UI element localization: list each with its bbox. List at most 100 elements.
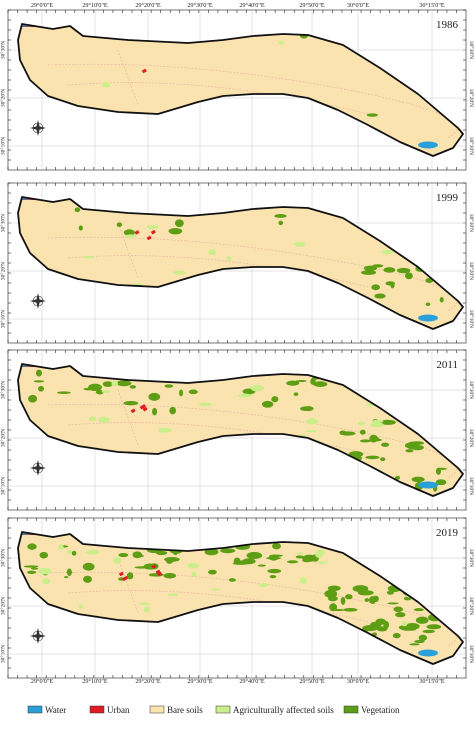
study-area-boundary: [17, 23, 464, 157]
legend-label-bare: Bare soils: [167, 705, 203, 715]
vegetation-patch: [257, 564, 266, 567]
vegetation-patch: [188, 389, 198, 395]
vegetation-patch: [360, 270, 377, 275]
agri-soil-patch: [226, 256, 232, 262]
vegetation-patch: [204, 548, 219, 556]
agri-soil-patch: [381, 249, 394, 255]
urban-block: [134, 230, 140, 235]
vegetation-patch: [348, 451, 364, 458]
road-line: [117, 49, 139, 106]
vegetation-patch: [169, 406, 177, 415]
vegetation-patch: [425, 302, 431, 306]
latitude-label-left: 30°30'N: [0, 41, 7, 59]
vegetation-patch: [404, 272, 413, 280]
agri-soil-patch: [143, 606, 150, 613]
longitude-label-bottom: 29°0'0"E: [31, 678, 53, 685]
longitude-label-top: 29°50'0"E: [299, 2, 325, 9]
agri-soil-patch: [167, 593, 179, 596]
urban-block: [155, 569, 161, 575]
longitude-label-bottom: 30°15'0"E: [419, 678, 445, 685]
vegetation-patch: [63, 576, 69, 579]
longitude-label-top: 29°30'0"E: [187, 2, 213, 9]
year-label: 1999: [436, 192, 459, 204]
vegetation-patch: [426, 624, 442, 630]
longitude-label-bottom: 30°0'0"E: [347, 678, 369, 685]
north-arrow-icon: [30, 293, 46, 309]
map-panel-2011: 30°30'N 30°30'N 30°20'N 30°20'N 30°10'N 30°10…: [0, 349, 474, 511]
vegetation-patch: [102, 381, 113, 387]
top-longitude-labels: 29°0'0"E 29°10'0"E 29°20'0"E 29°30'0"E 29°40…: [31, 2, 445, 9]
agri-soil-patch: [305, 418, 318, 425]
vegetation-patch: [404, 623, 420, 630]
vegetation-patch: [369, 434, 378, 443]
vegetation-patch: [38, 385, 45, 392]
vegetation-patch: [373, 438, 382, 442]
vegetation-patch: [383, 267, 396, 273]
vegetation-patch: [324, 589, 338, 598]
latitude-label-right: 30°10'N: [468, 477, 474, 495]
vegetation-patch: [83, 575, 92, 583]
latitude-label-left: 30°10'N: [0, 645, 7, 663]
vegetation-patch: [271, 396, 279, 403]
vegetation-patch: [357, 590, 374, 596]
vegetation-patch: [137, 554, 145, 558]
latitude-label-left: 30°30'N: [0, 214, 7, 232]
vegetation-patch: [78, 225, 83, 231]
vegetation-patch: [116, 380, 132, 387]
vegetation-patch: [27, 570, 37, 575]
latitude-label-right: 30°20'N: [468, 597, 474, 615]
urban-block: [151, 564, 157, 569]
urban-block: [130, 408, 136, 414]
latitude-label-right: 30°30'N: [468, 214, 474, 232]
vegetation-patch: [418, 634, 428, 641]
latitude-label-left: 30°10'N: [0, 137, 7, 155]
road-line: [117, 389, 139, 446]
agri-soil-patch: [42, 578, 50, 585]
agri-soil-patch: [172, 270, 187, 275]
legend: Water Urban Bare soils Agriculturally affec…: [27, 705, 400, 715]
legend-swatch-agri: [215, 705, 231, 714]
vegetation-patch: [364, 598, 370, 602]
agri-soil-patch: [101, 390, 111, 394]
vegetation-patch: [409, 643, 420, 646]
urban-block: [141, 68, 147, 74]
latitude-label-right: 30°20'N: [468, 89, 474, 107]
legend-label-urban: Urban: [107, 705, 130, 715]
vegetation-patch: [329, 603, 338, 612]
vegetation-patch: [126, 572, 134, 580]
urban-block: [157, 571, 163, 577]
vegetation-patch: [286, 560, 299, 564]
map-panel-1986: 30°30'N 30°30'N 30°20'N 30°20'N 30°10'N 30°10…: [0, 9, 474, 171]
vegetation-patch: [293, 392, 299, 396]
vegetation-patch: [393, 606, 403, 613]
vegetation-patch: [116, 222, 123, 227]
urban-block: [150, 229, 156, 235]
map-panel-1999: 30°30'N 30°30'N 30°20'N 30°20'N 30°10'N 30°10…: [0, 182, 474, 344]
longitude-label-bottom: 29°20'0"E: [135, 678, 161, 685]
vegetation-patch: [57, 391, 71, 394]
agri-soil-patch: [86, 549, 100, 555]
agri-soil-patch: [250, 384, 264, 392]
agri-soil-patch: [38, 567, 52, 575]
vegetation-patch: [118, 552, 129, 558]
agri-soil-patch: [357, 421, 366, 426]
vegetation-patch: [295, 555, 304, 559]
longitude-label-top: 30°0'0"E: [347, 2, 369, 9]
vegetation-patch: [387, 602, 399, 605]
vegetation-patch: [435, 479, 447, 486]
vegetation-patch: [168, 227, 183, 235]
latitude-label-left: 30°10'N: [0, 310, 7, 328]
agri-soil-patch: [98, 417, 110, 423]
latitude-label-left: 30°30'N: [0, 549, 7, 567]
road-line: [67, 422, 369, 455]
latitude-label-right: 30°10'N: [468, 645, 474, 663]
vegetation-patch: [123, 229, 135, 236]
vegetation-patch: [23, 565, 39, 568]
north-arrow-icon: [30, 460, 46, 476]
agri-soil-patch: [157, 427, 172, 433]
vegetation-patch: [363, 265, 378, 271]
agri-soil-patch: [278, 40, 285, 45]
longitude-label-top: 29°0'0"E: [31, 2, 53, 9]
vegetation-patch: [30, 567, 39, 570]
latitude-label-right: 30°30'N: [468, 381, 474, 399]
